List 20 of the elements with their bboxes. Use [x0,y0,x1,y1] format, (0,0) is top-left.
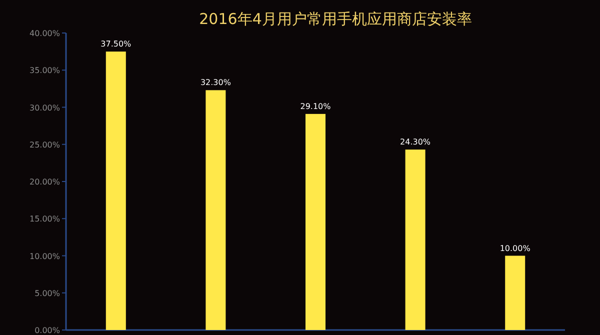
bar [505,256,526,330]
y-tick-label: 25.00% [29,140,60,150]
y-tick-label: 30.00% [29,103,60,112]
data-label: 24.30% [400,138,431,147]
y-tick-label: 40.00% [29,29,60,38]
y-tick-label: 20.00% [29,178,60,186]
y-tick-label: 10.00% [29,252,60,261]
data-label: 29.10% [300,102,332,111]
bar [106,52,126,330]
data-label: 32.30% [200,78,232,88]
data-label: 37.50% [100,40,132,49]
bar [206,90,226,330]
y-tick-label: 5.00% [34,288,60,298]
y-tick-label: 0.00% [34,326,60,335]
y-tick-label: 15.00% [29,214,60,224]
y-tick-label: 35.00% [29,66,60,76]
data-label: 10.00% [500,244,531,253]
bar [405,150,426,330]
bar [306,114,326,330]
chart-title: 2016年4月用户常用手机应用商店安装率 [199,10,472,28]
